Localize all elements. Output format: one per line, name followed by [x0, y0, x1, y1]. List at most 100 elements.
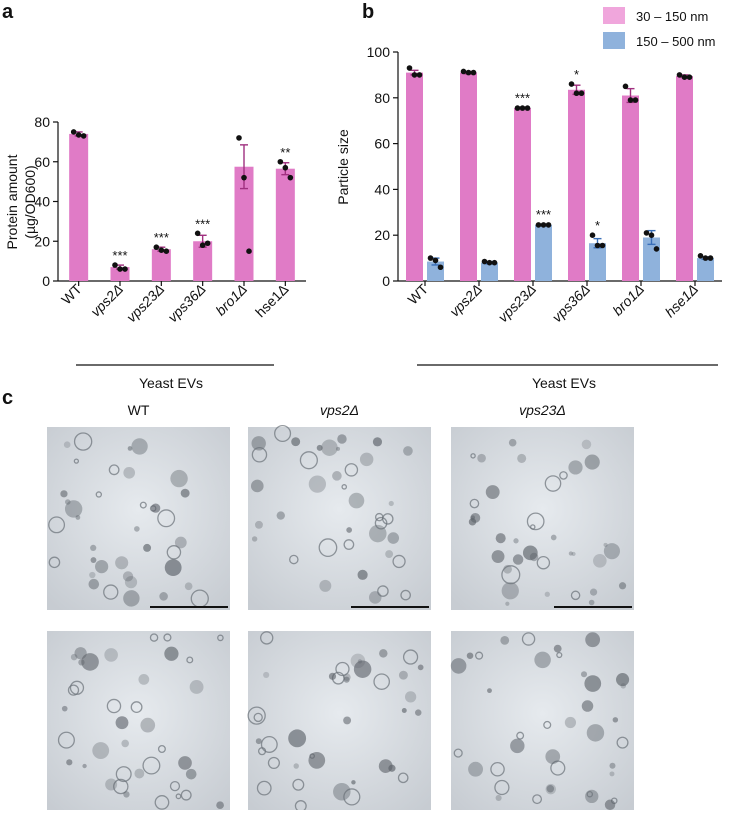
em-image-background [47, 631, 230, 814]
datapoint-b-vps2-delta [491, 259, 498, 266]
datapoint-b-bro1-delta [632, 97, 639, 103]
significance-a-vps36-delta: *** [195, 216, 210, 231]
em-vesicle [108, 464, 120, 476]
datapoint-b-vps36-delta [578, 90, 585, 97]
legend-label-150-500: 150 – 500 nm [636, 34, 716, 49]
em-particle [550, 534, 557, 541]
em-particle [88, 578, 100, 590]
em-vesicle [532, 794, 543, 805]
chart-b-xgroup-label: Yeast EVs [532, 375, 596, 391]
em-vesicle [95, 491, 103, 498]
em-particle [104, 648, 118, 662]
em-particle [466, 652, 474, 660]
em-particle [581, 700, 594, 712]
significance-b-vps36-delta: * [574, 67, 579, 82]
em-particle [477, 453, 486, 463]
significance-a-vps2-delta: *** [112, 248, 127, 263]
em-particle [603, 542, 608, 547]
datapoint-b-vps23-delta [540, 222, 547, 228]
em-particle [351, 780, 356, 785]
em-particle [468, 761, 484, 777]
em-particle [568, 460, 583, 475]
em-vesicle [149, 633, 159, 642]
em-particle [495, 794, 502, 801]
datapoint-a-vps2-delta [117, 266, 123, 272]
em-particle [609, 762, 616, 769]
em-particle [170, 469, 188, 488]
em-particle [544, 591, 550, 597]
datapoint-a-wt [80, 133, 87, 139]
bar-b-30-150-nm-vps23-delta [514, 108, 531, 281]
em-particle [105, 778, 118, 791]
em-particle [250, 479, 264, 493]
em-particle [568, 551, 573, 556]
datapoint-b-wt [406, 65, 413, 71]
panel-label-a: a [2, 1, 14, 23]
em-vesicle [130, 701, 143, 714]
chart-a-ytick-label: 40 [34, 194, 50, 210]
significance-b-vps23-delta: *** [515, 90, 530, 105]
em-vesicle [475, 651, 484, 660]
datapoint-a-bro1-delta [236, 135, 242, 141]
em-vesicle [397, 772, 409, 784]
em-vesicle [392, 554, 406, 569]
datapoint-b-vps36-delta [568, 81, 575, 87]
em-vesicle [267, 756, 280, 770]
datapoint-b-vps2-delta [486, 259, 493, 266]
em-vesicle [163, 633, 172, 642]
em-vesicle [48, 556, 61, 569]
em-particle [534, 651, 551, 669]
em-vesicle [157, 744, 166, 753]
em-vesicle [115, 766, 132, 783]
em-particle [63, 441, 71, 448]
em-vesicle [253, 712, 263, 723]
chart-b-ytick-label: 40 [374, 181, 390, 197]
em-particle [491, 550, 505, 563]
em-particle [512, 554, 524, 565]
em-particle [501, 582, 519, 600]
em-particle [415, 709, 422, 716]
em-particle [82, 763, 87, 769]
em-particle [60, 490, 68, 498]
datapoint-b-vps2-delta [460, 68, 467, 75]
em-particle [584, 675, 602, 692]
em-particle [143, 543, 152, 552]
em-particle [127, 446, 133, 451]
panel-label-b: b [362, 1, 374, 23]
em-particle [81, 653, 99, 671]
em-vesicle [256, 780, 272, 796]
em-particle [151, 503, 161, 513]
em-vesicle [289, 554, 299, 565]
chart-a-ytick-label: 20 [34, 233, 50, 249]
em-vesicle [377, 585, 389, 597]
em-vesicle [616, 736, 629, 749]
significance-b-vps23-delta: *** [536, 207, 551, 222]
datapoint-a-hse1-delta [287, 174, 294, 181]
datapoint-b-wt [427, 255, 434, 261]
em-particle [328, 672, 337, 680]
datapoint-a-wt [70, 129, 77, 135]
em-particle [291, 437, 301, 447]
datapoint-a-wt [75, 132, 82, 138]
datapoint-a-bro1-delta [246, 248, 252, 254]
em-particle [487, 688, 492, 694]
em-vesicle [556, 651, 563, 659]
chart-a-protein-amount: Protein amount (µg/OD600) 020406080WT***… [4, 114, 306, 391]
significance-a-vps23-delta: *** [154, 230, 169, 245]
datapoint-a-bro1-delta [241, 174, 247, 181]
significance-a-hse1-delta: ** [280, 145, 290, 160]
em-particle [517, 453, 527, 463]
datapoint-b-hse1-delta [681, 74, 688, 80]
em-particle [343, 716, 352, 725]
em-particle [189, 680, 204, 694]
em-particle [174, 536, 187, 549]
chart-b-ytick-label: 100 [367, 44, 391, 60]
em-vesicle [530, 524, 536, 530]
em-vesicle [341, 484, 348, 490]
em-particle [90, 544, 97, 552]
em-particle [95, 559, 109, 574]
em-image-background [47, 427, 230, 610]
em-vesicle [373, 673, 390, 690]
em-particle [308, 475, 327, 493]
em-vesicle [453, 748, 463, 758]
